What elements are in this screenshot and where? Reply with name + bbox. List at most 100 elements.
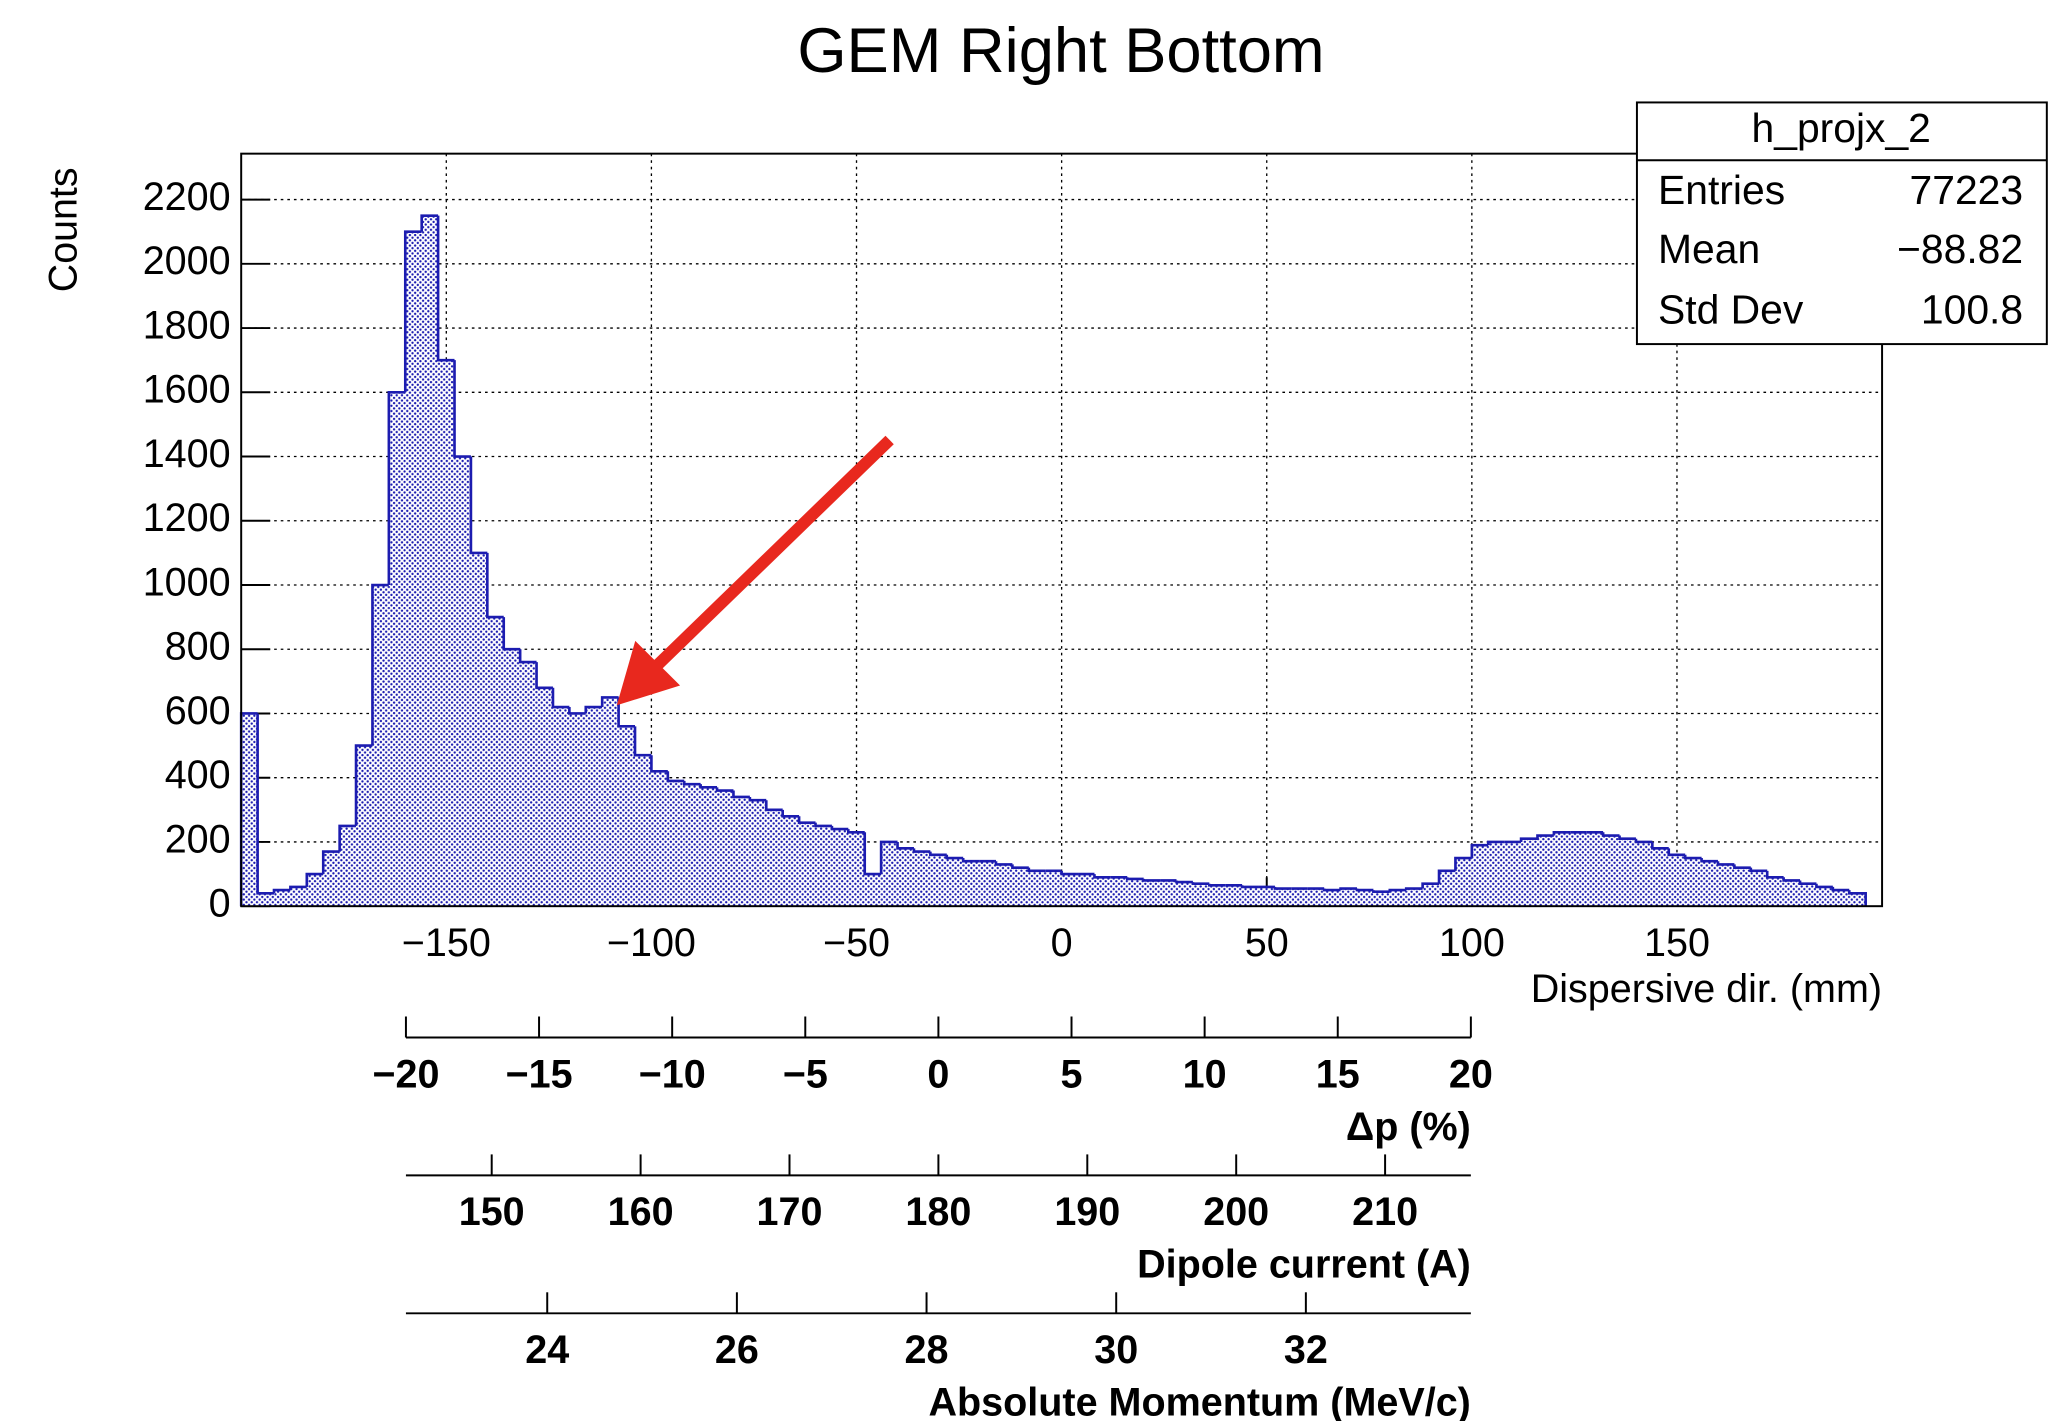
bar-outline xyxy=(1339,887,1357,891)
plot-area: 0200400600800100012001400160018002000220… xyxy=(143,152,1884,1421)
bar-outline xyxy=(420,214,439,232)
bar xyxy=(881,841,898,907)
bar xyxy=(1242,886,1259,907)
bar-outline xyxy=(879,840,898,875)
bar-outline xyxy=(633,726,652,757)
bar-outline xyxy=(436,215,455,362)
extra-axis-tick-label: 210 xyxy=(1352,1190,1418,1234)
bar-outline xyxy=(929,851,947,857)
y-tick-label: 2000 xyxy=(143,239,231,283)
y-tick-label: 600 xyxy=(165,689,231,733)
bar-outline xyxy=(486,552,504,619)
bar xyxy=(1422,883,1440,907)
extra-axis-tick-label: 15 xyxy=(1316,1052,1360,1096)
bar xyxy=(257,893,275,907)
bar xyxy=(913,851,931,907)
bar xyxy=(520,662,537,907)
extra-axis-label: Dipole current (A) xyxy=(1137,1243,1471,1287)
bar xyxy=(897,848,914,907)
extra-axis-tick-label: 10 xyxy=(1183,1052,1227,1096)
bar-outline xyxy=(272,888,291,894)
bar-outline xyxy=(403,230,422,393)
bar-outline xyxy=(1782,877,1801,882)
stats-value: 77223 xyxy=(1910,167,2024,213)
bar-outline xyxy=(1404,887,1423,891)
bar-outline xyxy=(321,850,340,875)
bar xyxy=(274,890,291,907)
stats-label: Std Dev xyxy=(1658,286,1804,332)
bar-outline xyxy=(584,705,603,714)
extra-axis-tick-label: 0 xyxy=(927,1052,949,1096)
bar-outline xyxy=(961,858,980,863)
bar-outline xyxy=(1011,864,1029,869)
bar xyxy=(864,874,882,907)
bar-outline xyxy=(1536,834,1554,839)
bar xyxy=(1439,870,1456,907)
bar xyxy=(1800,883,1817,907)
bar xyxy=(306,874,324,907)
bar-outline xyxy=(551,687,570,709)
bar-outline xyxy=(518,649,537,664)
bar-outline xyxy=(945,854,964,860)
stats-label: Mean xyxy=(1658,226,1760,272)
bar xyxy=(1849,893,1866,907)
x-tick-label: 50 xyxy=(1245,921,1289,965)
bar-outline xyxy=(1273,886,1292,890)
bar xyxy=(1832,890,1850,907)
extra-axis-tick-label: −10 xyxy=(639,1052,706,1096)
extra-axis-label: Δp (%) xyxy=(1346,1105,1471,1149)
bar-outline xyxy=(1667,848,1686,857)
bar-outline xyxy=(1470,843,1489,859)
bar-outline xyxy=(1322,888,1341,892)
bar-outline xyxy=(896,841,914,850)
x-tick-label: −50 xyxy=(823,921,890,965)
bar xyxy=(700,787,718,907)
bar xyxy=(766,809,783,907)
bar xyxy=(667,780,685,907)
extra-axis-tick-label: −20 xyxy=(372,1052,439,1096)
bar-outline xyxy=(1454,856,1472,871)
bar xyxy=(1143,880,1161,907)
bar xyxy=(1816,886,1833,907)
extra-axis-tick-label: 26 xyxy=(715,1328,759,1372)
bar xyxy=(1668,854,1686,907)
bar xyxy=(963,861,980,907)
bar xyxy=(323,851,340,907)
extra-axis-tick-label: 170 xyxy=(757,1190,823,1234)
bar xyxy=(1701,861,1718,907)
bar xyxy=(1406,888,1423,907)
bar-outline xyxy=(846,829,865,834)
annotation-arrow xyxy=(641,435,894,681)
stats-value: 100.8 xyxy=(1921,286,2023,332)
bar xyxy=(585,707,603,907)
x-tick-label: −100 xyxy=(607,921,696,965)
bar xyxy=(799,822,816,907)
bar-outline xyxy=(387,390,406,586)
bar-outline xyxy=(1519,837,1538,842)
bar-outline xyxy=(1355,888,1374,892)
bar-outline xyxy=(1847,890,1867,907)
bar xyxy=(815,825,832,907)
x-tick-label: 150 xyxy=(1644,921,1710,965)
bar xyxy=(1635,841,1653,907)
bar xyxy=(1471,845,1489,907)
extra-axis-tick-label: 30 xyxy=(1094,1328,1138,1372)
bar-outline xyxy=(1437,869,1456,884)
bar-outline xyxy=(1798,880,1817,886)
bar xyxy=(1160,880,1177,907)
bar xyxy=(1356,890,1374,907)
bar xyxy=(1291,888,1308,907)
bar-outline xyxy=(863,832,882,876)
bar-outline xyxy=(764,800,783,812)
stats-box: h_projx_2 Entries 77223 Mean −88.82 Std … xyxy=(1635,101,2048,346)
extra-axis-tick-label: 20 xyxy=(1449,1052,1493,1096)
bar xyxy=(1619,838,1636,907)
bar xyxy=(1586,832,1604,907)
bar xyxy=(782,816,800,907)
bar-outline xyxy=(814,822,832,828)
stats-value: −88.82 xyxy=(1897,226,2023,272)
bar xyxy=(372,585,389,907)
bar-outline xyxy=(1207,883,1226,887)
bar-outline xyxy=(797,816,816,824)
x-tick-label: −150 xyxy=(402,921,491,965)
